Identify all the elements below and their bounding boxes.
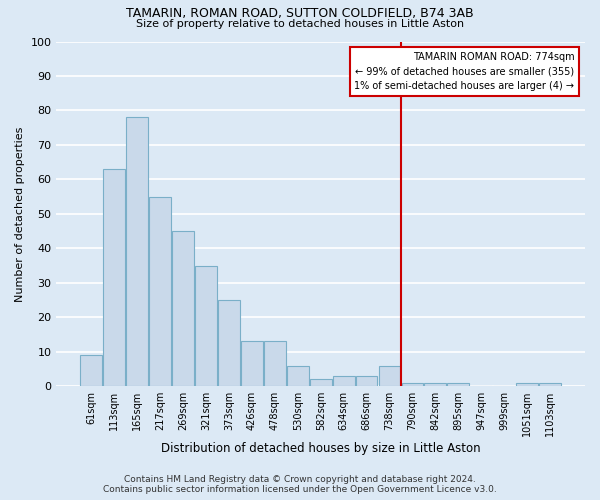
Bar: [379, 366, 400, 386]
Bar: [172, 231, 194, 386]
Bar: [424, 383, 446, 386]
Bar: [516, 383, 538, 386]
Bar: [103, 169, 125, 386]
Bar: [539, 383, 561, 386]
Bar: [448, 383, 469, 386]
Text: Contains HM Land Registry data © Crown copyright and database right 2024.
Contai: Contains HM Land Registry data © Crown c…: [103, 474, 497, 494]
X-axis label: Distribution of detached houses by size in Little Aston: Distribution of detached houses by size …: [161, 442, 481, 455]
Bar: [356, 376, 377, 386]
Bar: [127, 118, 148, 386]
Text: TAMARIN ROMAN ROAD: 774sqm
← 99% of detached houses are smaller (355)
1% of semi: TAMARIN ROMAN ROAD: 774sqm ← 99% of deta…: [355, 52, 574, 92]
Text: Size of property relative to detached houses in Little Aston: Size of property relative to detached ho…: [136, 19, 464, 29]
Bar: [310, 380, 332, 386]
Bar: [149, 196, 171, 386]
Bar: [333, 376, 355, 386]
Bar: [241, 342, 263, 386]
Bar: [218, 300, 240, 386]
Bar: [195, 266, 217, 386]
Text: TAMARIN, ROMAN ROAD, SUTTON COLDFIELD, B74 3AB: TAMARIN, ROMAN ROAD, SUTTON COLDFIELD, B…: [126, 8, 474, 20]
Y-axis label: Number of detached properties: Number of detached properties: [15, 126, 25, 302]
Bar: [287, 366, 308, 386]
Bar: [401, 383, 424, 386]
Bar: [264, 342, 286, 386]
Bar: [80, 355, 102, 386]
